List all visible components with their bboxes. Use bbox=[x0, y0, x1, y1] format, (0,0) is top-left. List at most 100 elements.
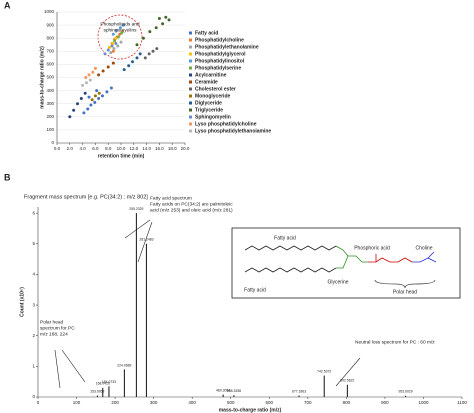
x-tick-label: 1100 bbox=[457, 400, 467, 405]
y-axis-label: mass-to-charge ratio (m/z) bbox=[39, 46, 45, 109]
scatter-point bbox=[68, 115, 72, 119]
x-tick-label: 8.0 bbox=[105, 146, 112, 151]
scatter-point bbox=[122, 23, 126, 27]
x-tick-label: 4.0 bbox=[79, 146, 86, 151]
peak-label: 953.6029 bbox=[398, 390, 412, 394]
scatter-point bbox=[97, 73, 101, 77]
scatter-point bbox=[116, 44, 120, 48]
y-tick-label: 800 bbox=[46, 35, 54, 40]
scatter-point bbox=[97, 96, 101, 100]
scatter-point bbox=[135, 43, 139, 47]
scatter-point bbox=[161, 22, 165, 26]
panel-label: A bbox=[4, 0, 11, 10]
legend-swatch bbox=[189, 45, 192, 49]
x-tick-label: 0 bbox=[37, 400, 40, 405]
scatter-point bbox=[111, 49, 115, 53]
y-tick-label: 300 bbox=[46, 101, 54, 106]
legend-swatch bbox=[189, 101, 192, 105]
x-tick-label: 400 bbox=[188, 400, 196, 405]
panel-label: B bbox=[4, 172, 11, 182]
scatter-point bbox=[114, 41, 118, 45]
y-tick-label: 200 bbox=[46, 114, 54, 119]
legend-swatch bbox=[189, 52, 192, 56]
legend-label: Lyso phosphatidylcholine bbox=[195, 121, 257, 127]
annotation: acid (m/z 253) and oleic acid (m/z 281) bbox=[150, 207, 233, 213]
inset-label: Fatty acid bbox=[244, 287, 266, 293]
annotation: sphingomyelins bbox=[103, 27, 137, 33]
scatter-point bbox=[113, 39, 117, 43]
legend-swatch bbox=[189, 73, 192, 77]
scatter-point bbox=[75, 102, 79, 106]
x-tick-label: 600 bbox=[266, 400, 274, 405]
scatter-point bbox=[84, 76, 88, 79]
scatter-point bbox=[87, 95, 91, 99]
scatter-point bbox=[95, 89, 99, 93]
x-axis-label: retention time (min) bbox=[98, 153, 145, 159]
peak-label: 508.3398 bbox=[227, 389, 241, 393]
arrows bbox=[54, 219, 361, 389]
x-tick-label: 500 bbox=[227, 400, 235, 405]
peak-label: 153.9958 bbox=[90, 389, 104, 393]
scatter-point bbox=[87, 73, 91, 77]
scatter-point bbox=[109, 51, 113, 55]
peak-label: 168.0426 bbox=[96, 382, 110, 386]
legend-label: Sphingomyelin bbox=[195, 114, 231, 120]
inset bbox=[231, 227, 461, 299]
annotation: Fatty acids on PC(34:2) are palmitoleic bbox=[150, 201, 233, 207]
x-tick-label: 20.0 bbox=[181, 146, 190, 151]
legend-swatch bbox=[189, 80, 192, 84]
inset-label: Phosphoric acid bbox=[354, 245, 390, 251]
annotation: spectrum for PC bbox=[40, 325, 75, 331]
scatter-point bbox=[115, 28, 119, 32]
legend-swatch bbox=[189, 87, 192, 91]
legend-label: Lyso phosphatidylethanoiamine bbox=[195, 128, 271, 134]
y-axis-label: Count (x10⁵) bbox=[19, 287, 25, 317]
annotation: Neutral loss spectrum for PC : 60 m/z bbox=[355, 339, 435, 345]
x-tick-label: 700 bbox=[304, 400, 312, 405]
annotation: Polar head bbox=[40, 319, 64, 325]
x-tick-label: 100 bbox=[73, 400, 81, 405]
y-tick-label: 500 bbox=[46, 75, 54, 80]
legend-label: Monoglyceride bbox=[195, 93, 231, 99]
scatter-point bbox=[97, 91, 101, 95]
x-tick-label: 18.0 bbox=[168, 146, 177, 151]
y-tick-label: 6 bbox=[32, 210, 35, 215]
legend-label: Ceramide bbox=[195, 79, 218, 85]
legend-swatch bbox=[189, 129, 192, 133]
scatter-point bbox=[120, 31, 124, 35]
x-axis-label: mass-to-charge ratio (m/z) bbox=[219, 407, 282, 413]
x-tick-label: 6.0 bbox=[92, 146, 99, 151]
scatter-point bbox=[119, 40, 123, 44]
x-tick-label: 300 bbox=[150, 400, 158, 405]
scatter-point bbox=[116, 35, 120, 39]
scatter-point bbox=[111, 32, 115, 36]
x-tick-label: 14.0 bbox=[142, 146, 151, 151]
scatter-point bbox=[107, 45, 111, 49]
x-tick-label: 16.0 bbox=[155, 146, 164, 151]
y-tick-label: 700 bbox=[46, 48, 54, 53]
scatter-point bbox=[103, 52, 107, 56]
scatter-point bbox=[79, 96, 83, 100]
legend-label: Phosphatidylserine bbox=[195, 65, 241, 71]
legend-swatch bbox=[189, 94, 192, 98]
scatter-point bbox=[122, 68, 126, 72]
x-tick-label: 800 bbox=[343, 400, 351, 405]
annotation: m/z 168, 224 bbox=[40, 331, 68, 337]
scatter-point bbox=[155, 47, 159, 51]
scatter-point bbox=[105, 90, 109, 94]
scatter-point bbox=[83, 91, 87, 95]
scatter-point bbox=[109, 86, 113, 90]
legend-swatch bbox=[189, 31, 192, 35]
legend-swatch bbox=[189, 66, 192, 70]
peak-label: 480.3094 bbox=[216, 388, 230, 392]
legend-swatch bbox=[189, 108, 192, 112]
scatter-point bbox=[111, 61, 115, 65]
legend-swatch bbox=[189, 122, 192, 126]
scatter-point bbox=[106, 48, 110, 52]
scatter-point bbox=[111, 41, 115, 45]
y-tick-label: 100 bbox=[46, 127, 54, 132]
scatter-point bbox=[114, 36, 118, 40]
scatter-point bbox=[93, 100, 97, 104]
legend-label: Phosphatidylglycerol bbox=[195, 51, 246, 57]
